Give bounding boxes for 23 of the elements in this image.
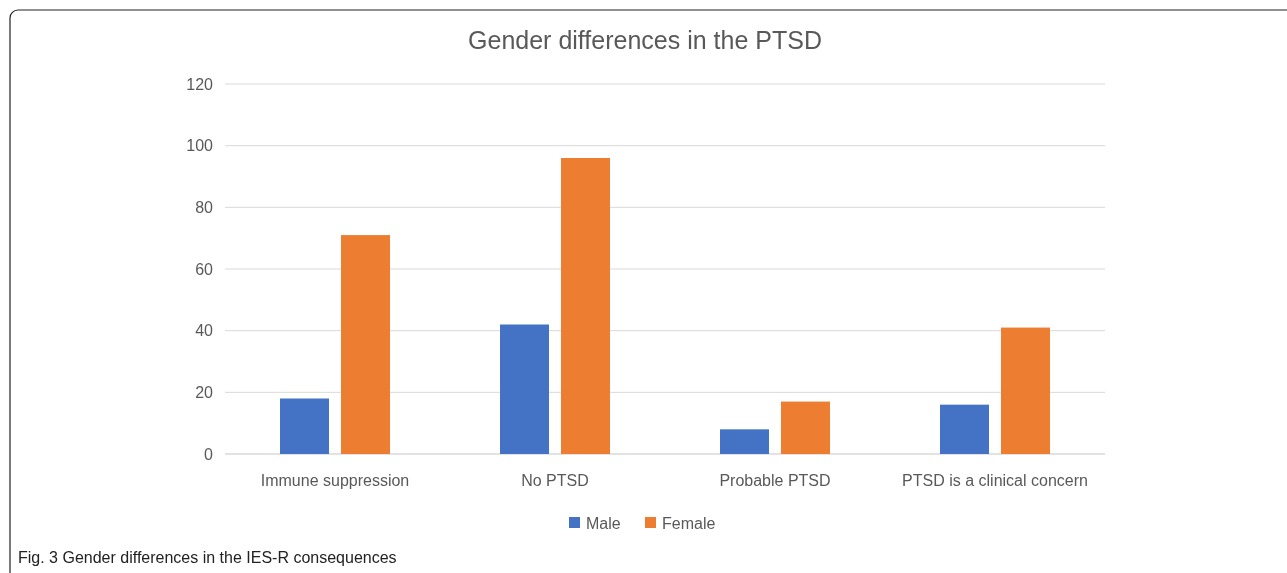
bar [500, 324, 549, 454]
bar [940, 404, 989, 454]
chart-title: Gender differences in the PTSD [468, 26, 822, 54]
y-tick-label: 80 [195, 198, 214, 216]
x-tick-label: No PTSD [521, 472, 589, 489]
y-tick-label: 120 [186, 75, 214, 93]
y-tick-label: 100 [186, 137, 214, 155]
bar [280, 398, 329, 454]
y-tick-label: 40 [195, 322, 214, 340]
x-tick-label: PTSD is a clinical concern [902, 472, 1088, 489]
caption: Fig. 3 Gender differences in the IES-R consequences [18, 549, 397, 566]
bar [781, 401, 830, 454]
x-tick-label: Immune suppression [260, 472, 410, 489]
bar [561, 158, 610, 454]
y-tick-label: 0 [204, 445, 214, 463]
y-tick-label: 20 [195, 383, 214, 401]
legend-label: Female [662, 514, 716, 532]
bar [720, 429, 769, 454]
legend-label: Male [586, 514, 621, 532]
bar [1001, 327, 1050, 454]
bar [341, 235, 390, 454]
x-tick-label: Probable PTSD [719, 472, 831, 489]
y-tick-label: 60 [195, 260, 214, 278]
